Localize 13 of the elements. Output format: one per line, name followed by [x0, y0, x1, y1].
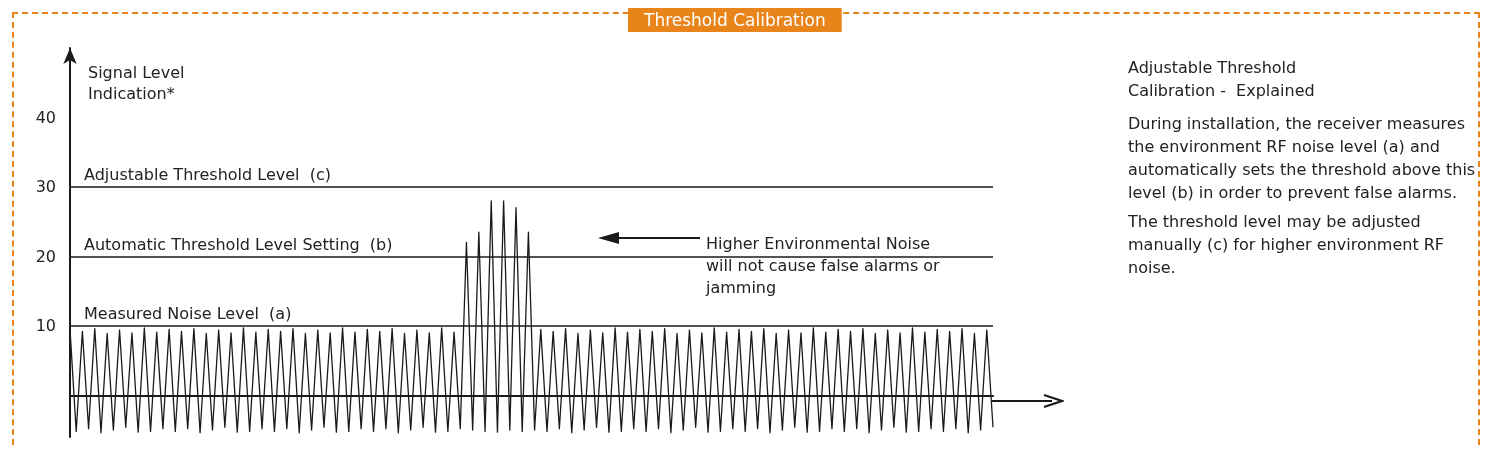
chart-title: Threshold Calibration — [643, 9, 826, 30]
y-tick-label: 40 — [35, 107, 56, 127]
text: Adjustable Threshold Calibration - Explained — [1128, 57, 1316, 102]
y-tick-label: 10 — [35, 316, 56, 336]
ref-line-label: Measured Noise Level (a) — [84, 304, 292, 324]
annotation: Higher Environmental Noise will not cause false alarms or jamming — [705, 233, 945, 297]
y-tick-label: 20 — [35, 246, 56, 266]
y-axis-title: Signal Level Indication* — [88, 63, 190, 103]
text: During installation, the receiver measures the environment RF noise level (a) and automatically sets the threshold above this level (b) in order to prevent false alarms. — [1128, 113, 1477, 204]
text: The threshold level may be adjusted manually (c) for higher environment RF noise. — [1128, 211, 1446, 279]
y-tick-label: 30 — [35, 177, 56, 197]
ref-line-label: Adjustable Threshold Level (c) — [84, 165, 331, 185]
ref-line-label: Automatic Threshold Level Setting (b) — [84, 234, 393, 254]
